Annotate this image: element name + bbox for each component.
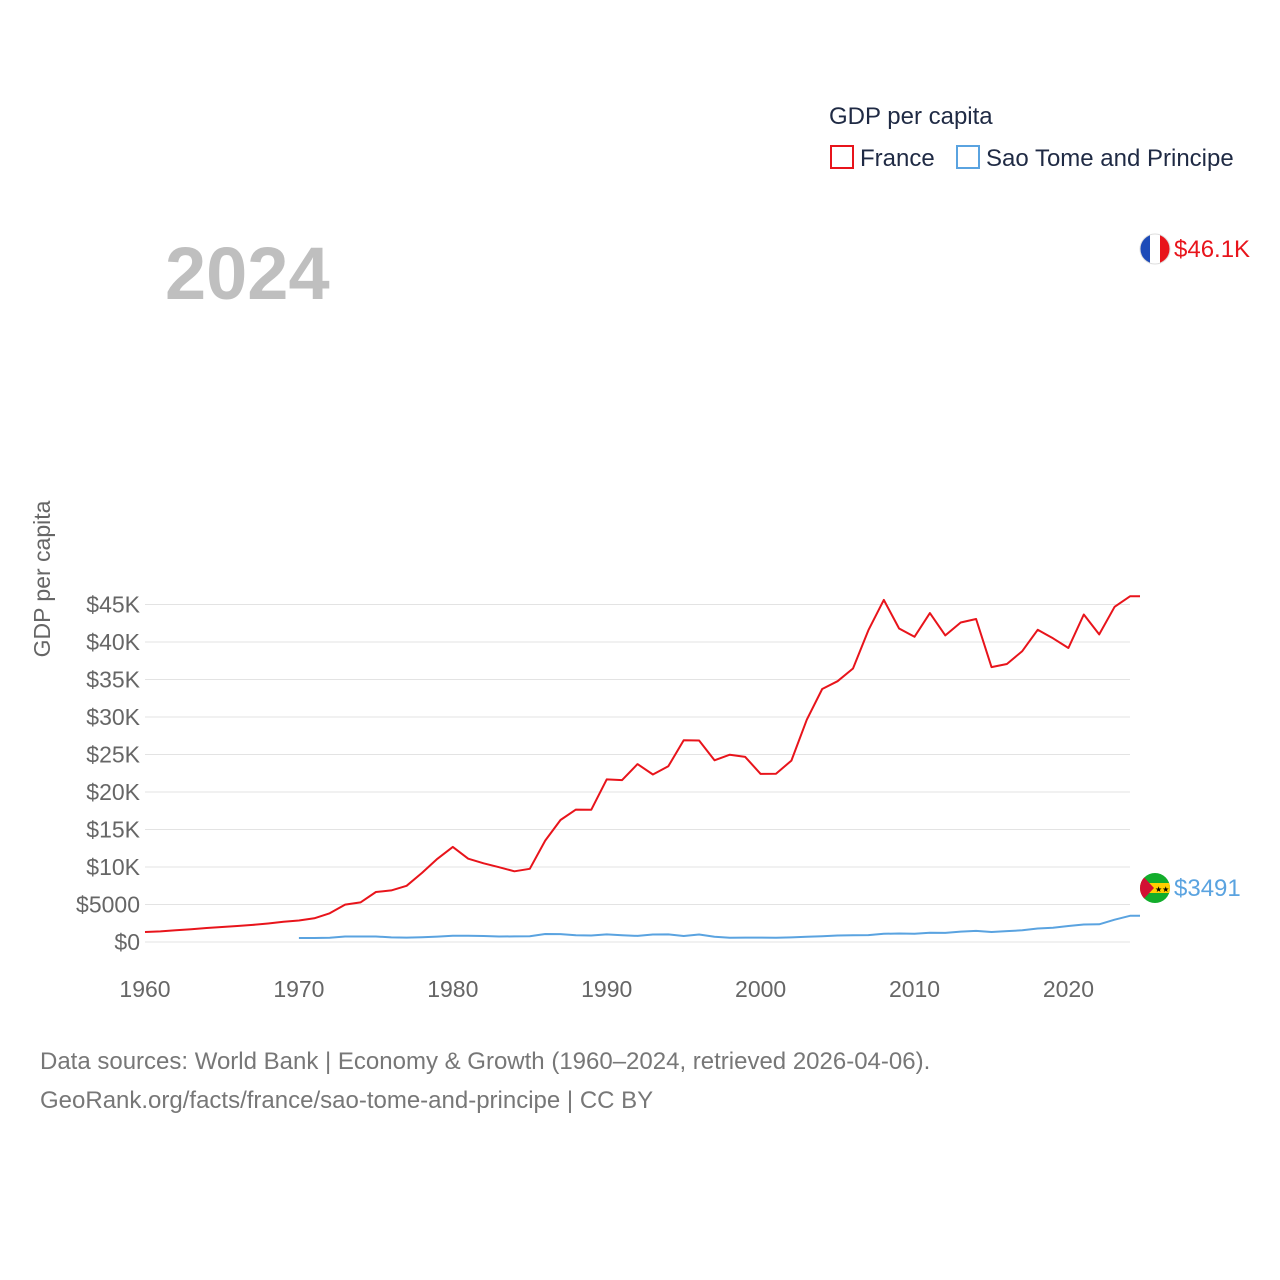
x-tick-label: 1960 (119, 976, 170, 1002)
y-tick-label: $15K (86, 817, 140, 843)
y-tick-label: $35K (86, 667, 140, 693)
y-axis-label: GDP per capita (29, 500, 55, 657)
sao-tome-and-principe-flag-icon: ★★ (1140, 873, 1170, 903)
france-end-value: $46.1K (1174, 236, 1250, 263)
x-tick-label: 1970 (273, 976, 324, 1002)
legend-item-sao-tome-and-principe[interactable]: Sao Tome and Principe (956, 145, 1234, 172)
y-tick-label: $25K (86, 742, 140, 768)
x-axis-ticks: 1960 1970 1980 1990 2000 2010 2020 (119, 976, 1094, 1002)
svg-text:★★: ★★ (1155, 885, 1169, 894)
series-lines (144, 595, 1140, 939)
y-tick-label: $0 (114, 929, 140, 955)
y-tick-label: $45K (86, 592, 140, 618)
legend-title: GDP per capita (829, 103, 993, 130)
legend-item-france[interactable]: France (830, 145, 935, 172)
x-tick-label: 2020 (1043, 976, 1094, 1002)
y-tick-label: $30K (86, 704, 140, 730)
y-axis-ticks: $0 $5000 $10K $15K $20K $25K $30K $35K $40K $45K (76, 592, 141, 956)
attribution-link[interactable]: GeoRank.org/facts/france/sao-tome-and-pr… (40, 1087, 653, 1114)
year-label: 2024 (165, 232, 330, 315)
legend-label-sao-tome-and-principe: Sao Tome and Principe (986, 145, 1234, 172)
data-source-note: Data sources: World Bank | Economy & Gro… (40, 1048, 930, 1075)
legend-label-france: France (860, 145, 935, 172)
x-tick-label: 1980 (427, 976, 478, 1002)
legend: GDP per capita France Sao Tome and Princ… (829, 103, 1234, 172)
legend-swatch-france (830, 145, 854, 169)
y-tick-label: $20K (86, 779, 140, 805)
sao-tome-end-value: $3491 (1174, 875, 1241, 902)
x-tick-label: 1990 (581, 976, 632, 1002)
grid-lines (145, 604, 1130, 943)
legend-swatch-sao-tome-and-principe (956, 145, 980, 169)
y-tick-label: $5000 (76, 892, 140, 918)
series-line-sao-tome-and-principe[interactable] (298, 914, 1140, 939)
x-tick-label: 2010 (889, 976, 940, 1002)
y-tick-label: $10K (86, 854, 140, 880)
series-line-france[interactable] (144, 595, 1140, 933)
y-tick-label: $40K (86, 629, 140, 655)
france-flag-icon (1139, 233, 1171, 265)
x-tick-label: 2000 (735, 976, 786, 1002)
